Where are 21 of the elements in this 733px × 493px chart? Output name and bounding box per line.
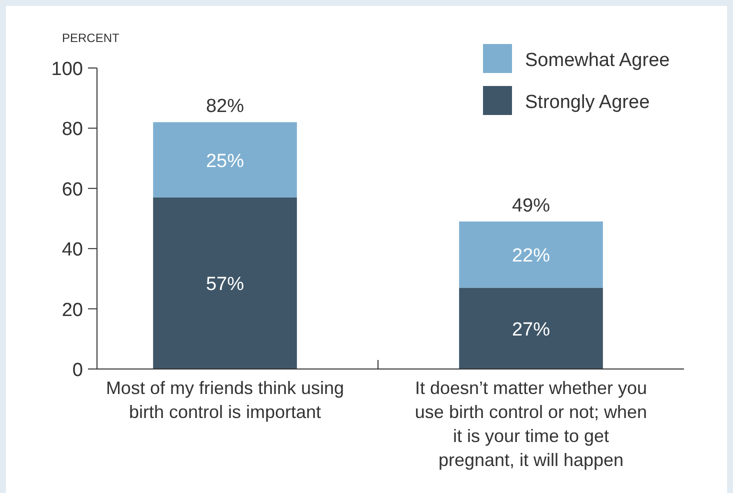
data-label: 57% <box>206 274 244 296</box>
y-tick-label: 100 <box>51 59 83 80</box>
total-label: 82% <box>206 96 244 118</box>
x-tick-label: It doesn’t matter whether you use birth control or not; when it is your time to get pregnant, it will happen <box>414 378 648 470</box>
bar <box>153 197 297 369</box>
legend-label: Strongly Agree <box>525 92 650 113</box>
y-tick-label: 20 <box>62 300 83 321</box>
data-label: 22% <box>512 246 550 267</box>
y-tick-label: 60 <box>62 179 83 200</box>
x-tick-label: Most of my friends think using birth control is important <box>106 378 344 422</box>
total-label: 49% <box>512 196 550 217</box>
data-label: 25% <box>206 150 244 172</box>
bar <box>459 222 603 288</box>
y-tick-label: 0 <box>72 360 83 381</box>
data-label: 27% <box>512 319 550 340</box>
legend-label: Somewhat Agree <box>525 50 670 71</box>
y-tick-label: 80 <box>62 119 83 140</box>
y-tick-label: 40 <box>62 240 83 261</box>
y-axis-title: PERCENT <box>62 31 120 45</box>
bar <box>459 288 603 369</box>
bar <box>153 122 297 198</box>
